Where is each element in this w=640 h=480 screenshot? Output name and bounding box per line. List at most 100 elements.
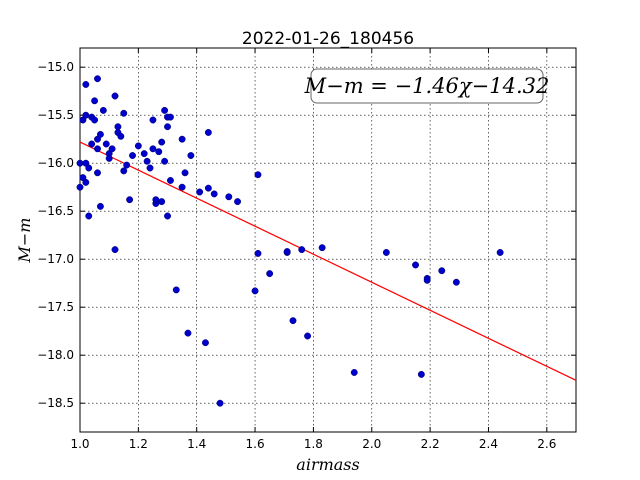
data-point: [82, 178, 90, 186]
data-point: [158, 138, 166, 146]
data-point: [204, 129, 212, 136]
grid-lines: [79, 48, 576, 432]
data-point: [120, 109, 128, 117]
x-tick-label: 1.0: [70, 437, 89, 451]
data-point: [158, 198, 166, 206]
data-point: [91, 116, 99, 124]
x-axis-label: airmass: [296, 455, 359, 474]
data-point: [91, 97, 99, 105]
data-point: [149, 116, 157, 124]
data-point: [96, 130, 104, 138]
fit-label-box: M−m = −1.46χ−14.32: [304, 68, 550, 104]
x-tick-label: 2.4: [479, 437, 498, 451]
data-point: [76, 183, 84, 191]
fit-line: [79, 141, 577, 381]
data-point: [251, 287, 259, 295]
data-point: [102, 140, 110, 148]
data-point: [129, 152, 136, 159]
x-tick-label: 1.8: [304, 437, 323, 451]
data-point: [76, 159, 84, 167]
data-point: [164, 123, 171, 131]
data-point: [204, 184, 212, 192]
axes-frame: [79, 47, 577, 433]
data-point: [164, 212, 171, 220]
y-axis-label: M−m: [15, 218, 34, 264]
data-point: [187, 152, 195, 159]
data-point: [114, 123, 122, 131]
data-point: [82, 81, 90, 88]
data-point: [412, 261, 419, 269]
data-point: [140, 150, 148, 158]
chart-title: 2022-01-26_180456: [242, 29, 414, 49]
data-point: [318, 244, 326, 252]
data-point: [417, 370, 425, 378]
y-tick-label: −17.0: [37, 252, 74, 266]
data-point: [85, 212, 93, 220]
data-point: [149, 145, 157, 153]
data-point: [298, 246, 306, 254]
x-tick-label: 1.2: [129, 437, 148, 451]
data-point: [111, 246, 119, 254]
data-point: [423, 276, 431, 284]
data-point: [181, 169, 189, 177]
x-tick-label: 1.6: [246, 437, 265, 451]
data-point: [166, 113, 174, 121]
data-point: [126, 196, 134, 204]
data-point: [178, 135, 186, 143]
data-point: [161, 106, 169, 114]
y-tick-label: −16.0: [37, 156, 74, 170]
data-point: [178, 183, 186, 191]
data-point: [452, 278, 460, 286]
data-point: [254, 249, 262, 257]
y-tick-label: −15.0: [37, 60, 74, 74]
data-point: [210, 190, 218, 198]
data-point: [161, 157, 169, 165]
x-tick-label: 2.6: [537, 437, 556, 451]
data-point: [350, 369, 358, 376]
y-tick-label: −16.5: [37, 204, 74, 218]
data-point: [108, 145, 116, 153]
x-tick-label: 2.2: [421, 437, 440, 451]
data-point: [202, 339, 209, 347]
data-point: [123, 161, 131, 169]
data-point: [254, 171, 262, 179]
x-tick-label: 1.4: [187, 437, 206, 451]
x-tick-labels: 1.0 1.2 1.4 1.6 1.8 2.0 2.2 2.4 2.6: [70, 437, 556, 451]
y-tick-labels: −15.0 −15.5 −16.0 −16.5 −17.0 −17.5 −18.0 −18.5: [37, 60, 74, 410]
data-point: [304, 332, 312, 340]
data-point: [88, 140, 96, 148]
data-point: [152, 196, 160, 204]
data-point: [96, 202, 104, 210]
data-point: [94, 169, 101, 177]
data-point: [438, 267, 446, 275]
data-point: [266, 270, 274, 278]
data-point: [105, 154, 113, 162]
data-point: [117, 132, 125, 140]
y-tick-label: −18.5: [37, 396, 74, 410]
data-point: [82, 111, 90, 119]
data-point: [289, 317, 297, 325]
data-point: [225, 193, 233, 201]
data-point: [111, 92, 119, 100]
y-tick-label: −17.5: [37, 300, 74, 314]
data-point: [120, 167, 128, 175]
plot-area: 1.0 1.2 1.4 1.6 1.8 2.0 2.2 2.4 2.6 −15.0−15.5−1…: [37, 47, 577, 451]
data-point: [216, 399, 224, 407]
fit-line-layer: [79, 141, 577, 381]
fit-label: M−m = −1.46χ−14.32: [304, 74, 550, 98]
data-point: [496, 249, 504, 256]
x-tick-label: 2.0: [362, 437, 381, 451]
data-point: [166, 177, 174, 184]
data-point: [234, 198, 242, 206]
data-point: [99, 106, 107, 114]
data-points: [76, 75, 504, 407]
y-tick-label: −15.5: [37, 108, 74, 122]
data-point: [94, 75, 101, 83]
data-point: [172, 286, 180, 294]
data-point: [196, 188, 204, 196]
data-point: [283, 248, 291, 255]
data-point: [85, 164, 93, 172]
y-tick-label: −18.0: [37, 348, 74, 362]
data-point: [143, 157, 151, 165]
